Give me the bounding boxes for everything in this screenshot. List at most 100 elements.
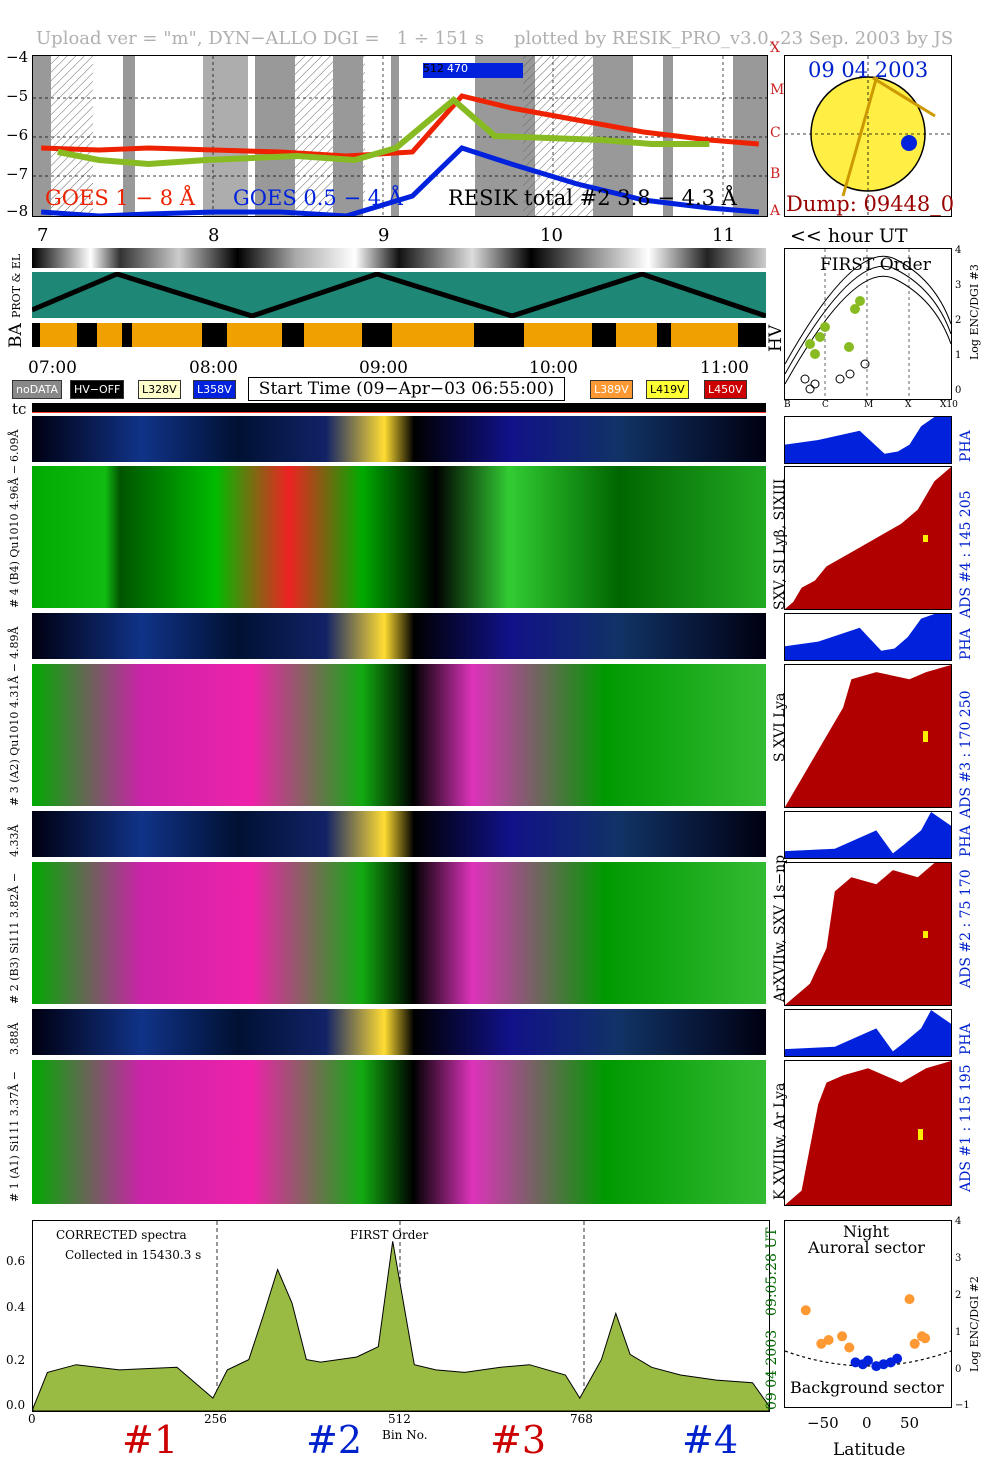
- goes-lightcurve-panel: [32, 55, 768, 217]
- ch4-lines: SXV, SI Lyβ, SIXIII: [772, 478, 788, 610]
- channel-label-1: #1: [122, 1418, 179, 1462]
- fo-xtick: X10: [940, 400, 958, 410]
- ch2-label: # 2 (B3) Si111 3.82Å −: [8, 872, 21, 1004]
- start-time: Start Time (09−Apr−03 06:55:00): [248, 377, 565, 401]
- ch3-pha: PHA: [958, 628, 974, 660]
- goes-series-line: [57, 96, 710, 168]
- fo-ytick: 1: [955, 350, 962, 361]
- ba-gap: [282, 323, 304, 347]
- legend-l328v: L328V: [138, 380, 181, 399]
- flare-class: B: [770, 166, 781, 182]
- ch2-pha: PHA: [958, 825, 974, 857]
- ba-gap: [738, 323, 766, 347]
- latitude-point: [909, 1338, 920, 1349]
- gray-band: [391, 56, 399, 216]
- goes-ytick: −7: [6, 165, 29, 183]
- ch1-label: # 1 (A1) Si111 3.37Å −: [8, 1071, 21, 1202]
- ads-marker: [923, 535, 928, 542]
- spectrogram-ch2: [32, 862, 766, 1004]
- fo-ytick: 2: [955, 315, 962, 326]
- latitude-panel: [784, 1220, 952, 1408]
- latitude-xtick: 0: [862, 1414, 872, 1432]
- marker-label: 512: [423, 62, 444, 75]
- latitude-ylabel: Log ENC/DGI #2: [968, 1276, 981, 1372]
- flare-class: M: [770, 82, 785, 98]
- lat-ytick: −1: [955, 1400, 970, 1411]
- spectrogram-ch1: [32, 1060, 766, 1204]
- spectrum-panel: [32, 1220, 770, 1412]
- pha-spectrogram-ch3: [32, 613, 766, 659]
- active-region-marker: [901, 135, 917, 151]
- header-upload-info: Upload ver = "m", DYN−ALLO DGI = 1 ÷ 151…: [36, 28, 484, 49]
- spectrum-side-date: 09 04 2003: [764, 1329, 780, 1410]
- ch4-pha-wavelength: 6.09Å: [8, 429, 21, 462]
- sun-date: 09 04 2003: [808, 58, 929, 82]
- sun-axis-2: [872, 76, 936, 118]
- goes-curves: [41, 93, 760, 216]
- lat-points: [800, 1294, 931, 1372]
- legend-l358v: L358V: [193, 380, 236, 399]
- hour-tick: 7: [37, 225, 49, 246]
- latitude-point: [904, 1294, 915, 1305]
- pha-spectrogram-ch2: [32, 811, 766, 857]
- ba-gap: [592, 323, 616, 347]
- fo-xtick: M: [864, 400, 874, 410]
- ch1-pha: PHA: [958, 1023, 974, 1055]
- first-order-svg: [784, 249, 952, 399]
- latitude-svg: [785, 1294, 951, 1372]
- spectrum-side-time: 09:05:28 UT: [764, 1227, 780, 1316]
- legend-l419v: L419V: [646, 380, 689, 399]
- ba-gap: [474, 323, 524, 347]
- ch2-lines: ArXVIIw, SXV 1s−np: [772, 854, 788, 1002]
- latitude-bottom-label: Background sector: [790, 1378, 944, 1397]
- ch2-pha-wavelength: 4.33Å: [8, 824, 21, 857]
- time-tick: 10:00: [529, 358, 578, 378]
- time-tick: 11:00: [700, 358, 749, 378]
- ba-gap: [32, 323, 40, 347]
- latitude-point: [844, 1342, 855, 1353]
- grid-lines: [33, 56, 767, 216]
- goes-series-line: [41, 93, 760, 159]
- ch4-pha: PHA: [958, 430, 974, 462]
- legend-resik: RESIK total #2 3.8 − 4.3 Å: [448, 186, 737, 210]
- fo-xtick: C: [822, 400, 829, 410]
- ba-gap: [657, 323, 671, 347]
- gray-band: [203, 56, 248, 216]
- channel-label-4: #4: [682, 1418, 739, 1462]
- fo-xtick: B: [784, 400, 791, 410]
- ch2-ads: ADS #2 : 75 170: [958, 869, 974, 988]
- time-tick: 09:00: [359, 358, 408, 378]
- fo-ytick: 0: [955, 385, 962, 396]
- gray-band: [255, 56, 295, 216]
- time-tick: 07:00: [28, 358, 77, 378]
- pha-histogram-ch4: [784, 416, 952, 464]
- sun-dump: Dump: 09448_0: [786, 192, 955, 216]
- pha-spectrogram-ch1: [32, 1009, 766, 1055]
- gray-band: [333, 56, 363, 216]
- pha-histogram-ch1: [784, 1009, 952, 1057]
- marker-bar: [423, 63, 523, 78]
- ads-histogram-ch1: [784, 1060, 952, 1206]
- ch1-pha-wavelength: 3.88Å: [8, 1022, 21, 1055]
- tc-label: tc: [12, 400, 27, 418]
- goes-ytick: −6: [6, 126, 29, 144]
- spectrum-curve: [33, 1241, 769, 1411]
- spectrum-xtick: 256: [204, 1412, 227, 1426]
- spectrogram-ch4: [32, 466, 766, 608]
- first-order-ylabel: Log ENC/DGI #3: [968, 264, 981, 360]
- pha-histogram-ch2: [784, 811, 952, 859]
- ch1-ads: ADS #1 : 115 195: [958, 1064, 974, 1192]
- hv-label: HV: [766, 324, 786, 352]
- ads-marker: [923, 731, 928, 742]
- ads-marker: [923, 931, 928, 938]
- ads-histogram-ch2: [784, 862, 952, 1006]
- spectrum-xlabel: Bin No.: [382, 1428, 428, 1442]
- ba-gap: [77, 323, 97, 347]
- pha-spectrogram-ch4: [32, 416, 766, 462]
- marker-label-2: 470: [447, 62, 468, 75]
- hour-ut-label: << hour UT: [790, 225, 908, 247]
- channel-label-2: #2: [306, 1418, 363, 1462]
- ba-gap: [362, 323, 392, 347]
- elevation-bar: [32, 248, 766, 268]
- channel-label-3: #3: [490, 1418, 547, 1462]
